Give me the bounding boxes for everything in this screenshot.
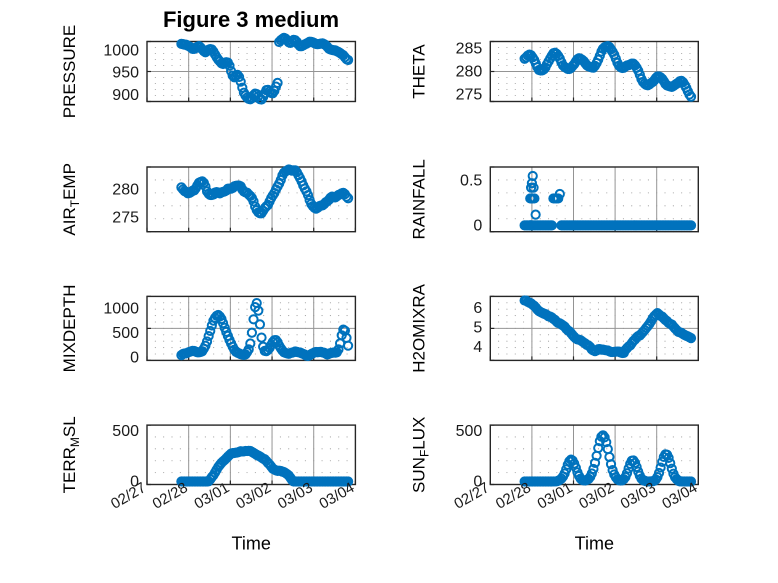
svg-text:0: 0 xyxy=(130,349,139,366)
svg-text:1000: 1000 xyxy=(103,301,139,318)
svg-text:MIXDEPTH: MIXDEPTH xyxy=(60,284,79,372)
svg-text:5: 5 xyxy=(473,319,482,336)
svg-text:500: 500 xyxy=(112,325,139,342)
svg-text:Time: Time xyxy=(232,534,271,554)
svg-text:0.5: 0.5 xyxy=(460,172,482,189)
svg-text:280: 280 xyxy=(112,182,139,199)
svg-text:500: 500 xyxy=(456,423,483,440)
svg-text:PRESSURE: PRESSURE xyxy=(60,25,79,119)
svg-text:1000: 1000 xyxy=(103,42,139,59)
svg-text:TERRMSL: TERRMSL xyxy=(60,416,82,493)
svg-text:Figure 3 medium: Figure 3 medium xyxy=(163,7,339,32)
svg-text:900: 900 xyxy=(112,87,139,104)
svg-text:H2OMIXRA: H2OMIXRA xyxy=(409,283,428,372)
svg-text:AIRTEMP: AIRTEMP xyxy=(60,163,82,236)
svg-text:275: 275 xyxy=(112,210,139,227)
svg-text:280: 280 xyxy=(456,64,483,81)
svg-text:6: 6 xyxy=(473,300,482,317)
svg-text:500: 500 xyxy=(112,423,139,440)
svg-text:285: 285 xyxy=(456,40,483,57)
svg-text:Time: Time xyxy=(575,534,614,554)
svg-text:0: 0 xyxy=(473,217,482,234)
svg-text:275: 275 xyxy=(456,87,483,104)
svg-text:950: 950 xyxy=(112,65,139,82)
svg-text:RAINFALL: RAINFALL xyxy=(409,159,428,239)
svg-text:4: 4 xyxy=(473,339,482,356)
svg-text:THETA: THETA xyxy=(409,44,428,99)
